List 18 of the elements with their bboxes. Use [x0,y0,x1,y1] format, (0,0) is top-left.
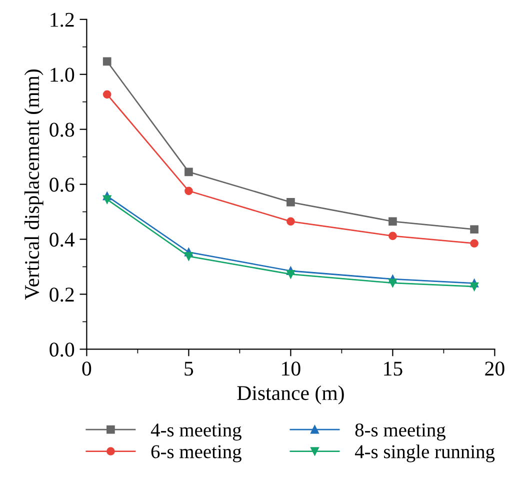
x-axis-title: Distance (m) [237,385,344,404]
y-axis-title: Vertical displacement (mm) [24,70,44,300]
y-tick-label: 0.4 [50,232,75,247]
legend-label: 6-s meeting [151,445,242,462]
legend-label: 4-s meeting [150,424,242,441]
x-tick-label: 5 [184,362,194,376]
y-tick-label: 1.0 [50,68,74,82]
legend-label: 4-s single running [354,444,495,462]
x-tick-label: 20 [485,362,504,376]
y-tick-label: 1.2 [50,12,74,27]
y-tick-label: 0.0 [50,342,74,357]
x-tick-label: 10 [282,362,300,376]
legend-label: 8-s meeting [355,423,446,441]
x-tick-label: 15 [384,362,402,376]
y-tick-label: 0.8 [50,122,74,137]
x-tick-label: 0 [82,362,92,376]
y-tick-label: 0.6 [50,178,74,192]
y-tick-label: 0.2 [50,288,74,302]
